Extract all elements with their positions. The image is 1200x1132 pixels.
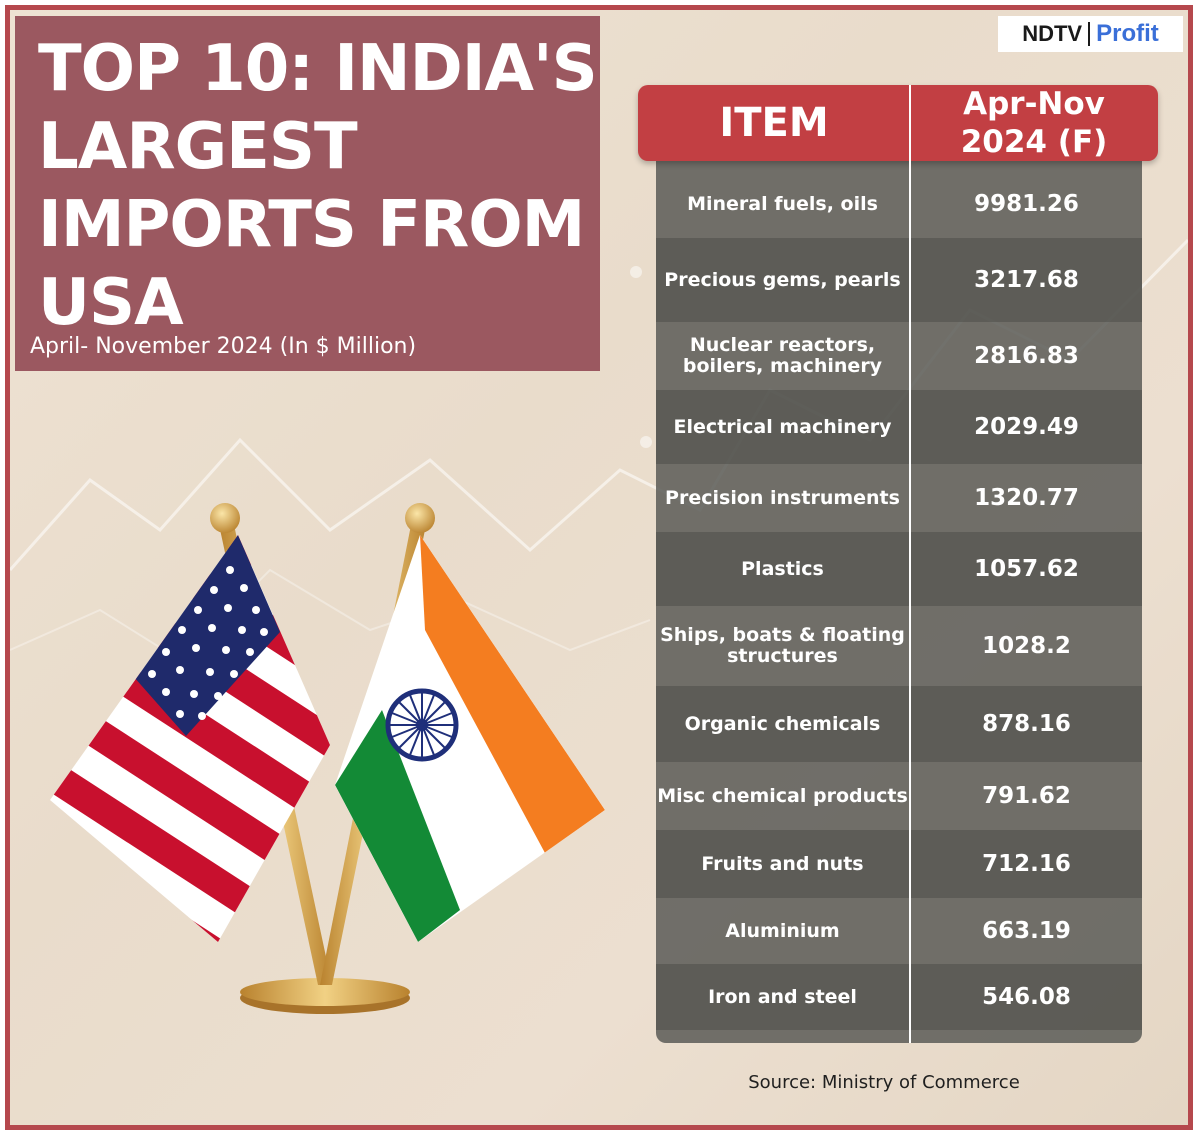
header-item: ITEM (719, 100, 829, 146)
table-header: ITEM Apr-Nov 2024 (F) (638, 85, 1158, 161)
row-item-label: Mineral fuels, oils (687, 192, 878, 215)
logo-profit: Profit (1096, 20, 1159, 47)
row-value: 2816.83 (974, 343, 1079, 369)
row-value: 9981.26 (974, 191, 1079, 217)
title-line-2: LARGEST (38, 110, 358, 184)
header-value: Apr-Nov 2024 (F) (960, 86, 1108, 160)
row-value: 1320.77 (974, 485, 1079, 511)
title-line-1: TOP 10: INDIA'S (38, 32, 598, 106)
row-item-label: Ships, boats & floating structures (660, 624, 905, 667)
row-value: 546.08 (982, 984, 1071, 1010)
row-value: 712.16 (982, 851, 1071, 877)
column-divider (909, 85, 911, 1043)
table-row: Iron and steel 546.08 (656, 964, 1142, 1030)
table-row: Aluminium 663.19 (656, 898, 1142, 964)
table-row: Mineral fuels, oils 9981.26 (656, 170, 1142, 238)
table-body (656, 150, 1142, 1043)
row-value: 663.19 (982, 918, 1071, 944)
table-row: Misc chemical products 791.62 (656, 762, 1142, 830)
flags-illustration (50, 503, 605, 1014)
row-value: 1057.62 (974, 556, 1079, 582)
subtitle: April- November 2024 (In $ Million) (30, 334, 417, 359)
table-row: Precious gems, pearls 3217.68 (656, 238, 1142, 322)
india-flag-icon (335, 535, 605, 942)
row-item-label: Misc chemical products (657, 784, 908, 807)
logo-separator (1088, 22, 1091, 46)
row-item-label: Electrical machinery (673, 415, 892, 438)
table-row: Nuclear reactors, boilers, machinery 2816… (656, 322, 1142, 390)
title-line-3: IMPORTS FROM (38, 188, 585, 262)
table-row: Electrical machinery 2029.49 (656, 390, 1142, 464)
row-value: 791.62 (982, 783, 1071, 809)
row-item-label: Aluminium (725, 919, 840, 942)
row-item-label: Iron and steel (708, 985, 857, 1008)
row-value: 878.16 (982, 711, 1071, 737)
page-title: TOP 10: INDIA'S LARGEST IMPORTS FROM USA (38, 30, 598, 342)
row-item-label: Organic chemicals (684, 712, 881, 735)
logo-ndtv: NDTV (1022, 21, 1083, 46)
row-item-label: Precious gems, pearls (664, 268, 901, 291)
row-item-label: Fruits and nuts (701, 852, 864, 875)
row-item-label: Nuclear reactors, boilers, machinery (682, 334, 883, 377)
table-row: Organic chemicals 878.16 (656, 686, 1142, 762)
row-value: 1028.2 (982, 633, 1071, 659)
table-row: Plastics 1057.62 (656, 532, 1142, 606)
brand-logo: NDTV Profit (998, 16, 1183, 52)
row-value: 3217.68 (974, 267, 1079, 293)
title-line-4: USA (38, 266, 184, 340)
table-row: Ships, boats & floating structures 1028.2 (656, 606, 1142, 686)
source-note: Source: Ministry of Commerce (748, 1072, 1020, 1093)
table-row: Fruits and nuts 712.16 (656, 830, 1142, 898)
table-row: Precision instruments 1320.77 (656, 464, 1142, 532)
row-value: 2029.49 (974, 414, 1079, 440)
row-item-label: Precision instruments (665, 486, 900, 509)
title-panel (15, 16, 600, 371)
row-item-label: Plastics (741, 557, 824, 580)
